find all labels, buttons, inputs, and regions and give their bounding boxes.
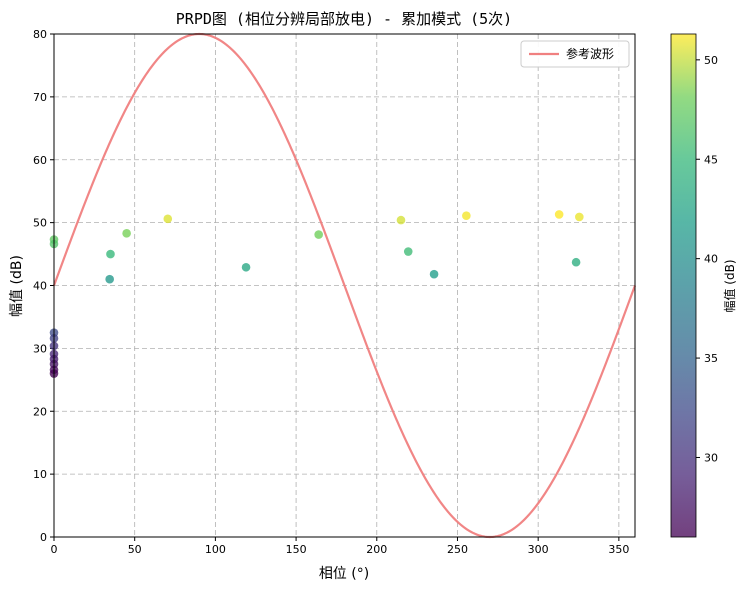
y-tick-label-50: 50 <box>33 217 47 230</box>
legend-label-reference-wave: 参考波形 <box>566 46 614 61</box>
colorbar-tick-label-40: 40 <box>704 253 718 266</box>
x-tick-label-150: 150 <box>286 543 307 556</box>
x-tick-label-350: 350 <box>608 543 629 556</box>
legend: 参考波形 <box>520 40 630 68</box>
x-tick-label-300: 300 <box>528 543 549 556</box>
legend-box <box>520 40 630 68</box>
plot-frame <box>53 33 636 538</box>
x-tick-label-100: 100 <box>205 543 226 556</box>
colorbar-ticks: 30 35 40 45 50 <box>696 54 718 464</box>
colorbar-tick-label-45: 45 <box>704 153 718 166</box>
y-tick-label-30: 30 <box>33 342 47 355</box>
scatter-point-10 <box>105 274 114 284</box>
scatter-point-22 <box>575 212 584 222</box>
y-axis-label: 幅值 (dB) <box>9 255 25 317</box>
colorbar <box>670 33 697 538</box>
y-tick-label-40: 40 <box>33 280 47 293</box>
scatter-point-14 <box>241 262 251 272</box>
scatter-point-17 <box>403 247 413 256</box>
colorbar-tick-label-50: 50 <box>704 54 718 67</box>
y-tick-label-80: 80 <box>33 28 47 41</box>
scatter-point-12 <box>122 229 131 238</box>
scatter-point-16 <box>396 215 406 225</box>
scatter-point-19 <box>462 211 471 221</box>
x-tick-label-0: 0 <box>51 543 58 556</box>
scatter-point-13 <box>163 214 173 224</box>
scatter-points <box>49 210 584 378</box>
y-tick-label-0: 0 <box>40 531 47 544</box>
y-tick-label-20: 20 <box>33 405 47 418</box>
x-axis-label: 相位 (°) <box>319 566 369 582</box>
colorbar-tick-label-35: 35 <box>704 352 718 365</box>
y-tick-label-10: 10 <box>33 468 47 481</box>
scatter-point-11 <box>106 249 115 259</box>
y-tick-label-60: 60 <box>33 154 47 167</box>
colorbar-tick-label-30: 30 <box>704 451 718 464</box>
scatter-point-21 <box>571 257 581 267</box>
colorbar-label: 幅值 (dB) <box>722 259 737 312</box>
reference-wave-line <box>52 32 637 539</box>
scatter-point-20 <box>554 210 564 219</box>
axis-ticks: 0 50 100 150 200 250 300 350 0 10 20 30 40 50 60 70 80 <box>33 28 629 556</box>
x-tick-label-250: 250 <box>447 543 468 556</box>
y-tick-label-70: 70 <box>33 91 47 104</box>
x-tick-label-200: 200 <box>366 543 387 556</box>
scatter-point-18 <box>429 269 439 279</box>
x-tick-label-50: 50 <box>128 543 142 556</box>
chart-title: PRPD图 (相位分辨局部放电) - 累加模式 (5次) <box>176 10 512 28</box>
scatter-point-15 <box>314 230 323 239</box>
